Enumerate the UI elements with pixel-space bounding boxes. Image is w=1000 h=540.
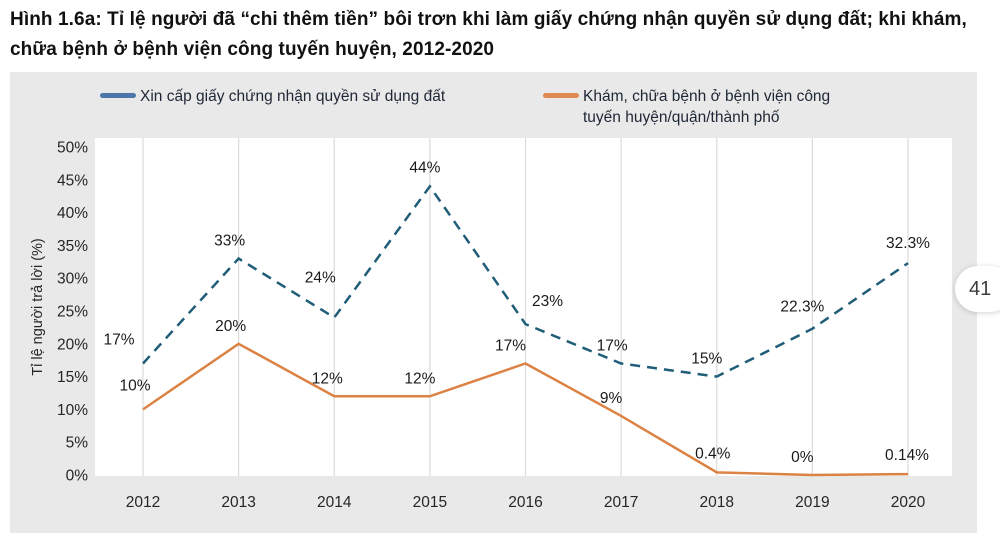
x-tick-2013: 2013 (221, 494, 255, 511)
series-line-land-certificate (142, 184, 909, 378)
data-label-2017-s2: 9% (600, 390, 623, 407)
data-label-2015-s1: 44% (409, 159, 440, 176)
x-tick-2020: 2020 (891, 494, 926, 511)
y-tick-20%: 20% (57, 336, 88, 353)
data-label-2017-s1: 17% (597, 337, 628, 354)
hospital-line-marker-icon (543, 93, 579, 98)
legend-label-hospital-line1: Khám, chữa bệnh ở bệnh viện công (583, 88, 831, 105)
legend-label-land-certificate: Xin cấp giấy chứng nhận quyền sử dụng đấ… (140, 88, 446, 105)
legend-label-hospital-line2: tuyến huyện/quận/thành phố (583, 109, 780, 126)
figure-title-line2: chữa bệnh ở bệnh viện công tuyến huyện, … (10, 39, 495, 60)
y-tick-45%: 45% (57, 172, 88, 189)
data-label-2012-s1: 17% (103, 331, 134, 348)
x-tick-2018: 2018 (700, 494, 734, 511)
page-number-badge: 41 (955, 266, 1000, 312)
data-label-2013-s2: 20% (215, 318, 246, 335)
page-number: 41 (969, 277, 992, 300)
data-label-2016-s2: 17% (495, 337, 526, 354)
y-tick-50%: 50% (57, 140, 88, 157)
data-label-2014-s2: 12% (312, 370, 343, 387)
legend-item-land-certificate: Xin cấp giấy chứng nhận quyền sử dụng đấ… (100, 86, 445, 107)
series-line-hospital (142, 342, 909, 477)
data-label-2015-s2: 12% (404, 370, 435, 387)
data-label-2012-s2: 10% (119, 377, 150, 394)
y-tick-30%: 30% (57, 271, 88, 288)
data-label-2013-s1: 33% (214, 233, 245, 250)
data-label-2020-s1: 32.3% (886, 235, 930, 252)
figure-title-line1: Hình 1.6a: Tỉ lệ người đã “chi thêm tiền… (10, 9, 967, 30)
x-tick-2016: 2016 (508, 494, 542, 511)
data-label-2014-s1: 24% (305, 270, 336, 287)
x-tick-2019: 2019 (795, 494, 829, 511)
x-tick-2012: 2012 (126, 494, 160, 511)
x-tick-2014: 2014 (317, 494, 352, 511)
data-label-2019-s1: 22.3% (780, 299, 824, 316)
data-label-2020-s2: 0.14% (885, 447, 929, 464)
y-tick-15%: 15% (57, 369, 88, 386)
x-tick-2017: 2017 (604, 494, 638, 511)
data-label-2018-s2: 0.4% (695, 445, 731, 462)
legend-item-hospital: Khám, chữa bệnh ở bệnh viện công tuyến h… (543, 86, 830, 128)
y-tick-0%: 0% (66, 468, 89, 485)
legend-label-hospital: Khám, chữa bệnh ở bệnh viện công tuyến h… (583, 86, 830, 128)
y-tick-35%: 35% (57, 238, 88, 255)
y-tick-10%: 10% (57, 402, 88, 419)
data-label-2016-s1: 23% (532, 293, 563, 310)
x-tick-2015: 2015 (413, 494, 447, 511)
data-label-2018-s1: 15% (691, 351, 722, 368)
data-label-2019-s2: 0% (791, 449, 814, 466)
figure-title: Hình 1.6a: Tỉ lệ người đã “chi thêm tiền… (10, 5, 995, 65)
plot-area (95, 138, 952, 476)
y-tick-25%: 25% (57, 304, 88, 321)
land-certificate-line-marker-icon (100, 93, 136, 98)
y-tick-40%: 40% (57, 205, 88, 222)
y-tick-5%: 5% (66, 435, 89, 452)
